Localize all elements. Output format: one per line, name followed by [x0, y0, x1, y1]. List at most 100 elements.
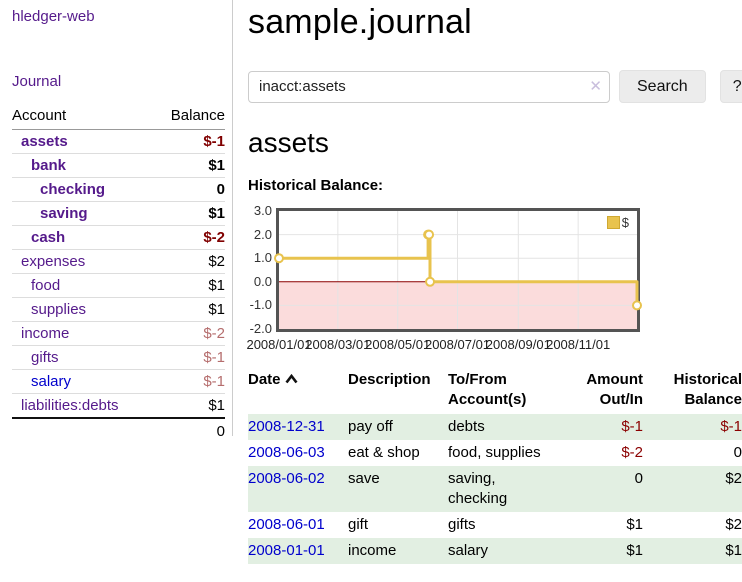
sidebar-account-liabilities-debts[interactable]: liabilities:debts — [21, 397, 119, 414]
search-button[interactable]: Search — [619, 70, 706, 103]
account-balance: $1 — [153, 297, 225, 322]
account-row: checking 0 — [12, 177, 225, 202]
sidebar-account-gifts[interactable]: gifts — [31, 349, 59, 366]
transaction-balance: $1 — [643, 538, 742, 564]
transaction-date-link[interactable]: 2008-06-01 — [248, 516, 325, 533]
search-input[interactable] — [248, 70, 610, 103]
transaction-row: 2008-06-02 save saving, checking 0 $2 — [248, 466, 742, 512]
transaction-balance: $2 — [725, 516, 742, 533]
transaction-accounts: food, supplies — [448, 444, 541, 461]
register-header-description: Description — [348, 371, 431, 388]
sidebar-account-salary[interactable]: salary — [31, 373, 72, 390]
account-balance: $-1 — [153, 129, 225, 154]
account-row: supplies $1 — [12, 297, 225, 322]
transaction-date-link[interactable]: 2008-06-02 — [248, 470, 325, 487]
register-header-balance: Historical Balance — [673, 371, 742, 408]
account-row: food $1 — [12, 273, 225, 298]
sidebar-account-supplies[interactable]: supplies — [31, 301, 87, 318]
transaction-amount: 0 — [563, 466, 643, 512]
account-balance: $2 — [153, 249, 225, 274]
account-balance: 0 — [153, 177, 225, 202]
x-tick-label: 2008/05/01 — [365, 337, 431, 352]
account-row: liabilities:debts $1 — [12, 394, 225, 419]
account-balance: $-2 — [153, 321, 225, 346]
account-balance: $-1 — [153, 345, 225, 370]
accounts-total-row: 0 — [12, 417, 225, 444]
transaction-amount: $1 — [563, 538, 643, 564]
account-row: cash $-2 — [12, 225, 225, 250]
sidebar-account-income[interactable]: income — [21, 325, 70, 342]
account-row: income $-2 — [12, 321, 225, 346]
register-header-date[interactable]: Date — [248, 370, 348, 414]
transaction-row: 2008-06-03 eat & shop food, supplies $-2 0 — [248, 440, 742, 466]
transaction-amount: $1 — [626, 516, 643, 533]
sidebar-account-saving[interactable]: saving — [40, 205, 88, 222]
y-tick-label: 3.0 — [253, 203, 272, 218]
x-tick-label: 2008/03/01 — [305, 337, 371, 352]
app-brand-link[interactable]: hledger-web — [12, 8, 95, 25]
sidebar-account-bank[interactable]: bank — [31, 157, 67, 174]
transaction-row: 2008-06-01 gift gifts $1 $2 — [248, 512, 742, 538]
chart-legend: $ — [605, 215, 630, 230]
account-balance: $1 — [208, 397, 225, 414]
sidebar-account-assets[interactable]: assets — [21, 133, 68, 150]
account-row: saving $1 — [12, 201, 225, 226]
transaction-date-link[interactable]: 2008-12-31 — [248, 418, 325, 435]
transaction-description: save — [348, 466, 448, 512]
y-tick-label: 1.0 — [253, 250, 272, 266]
transaction-row: 2008-12-31 pay off debts $-1 $-1 — [248, 414, 742, 440]
y-tick-label: -1.0 — [249, 297, 272, 313]
sidebar-account-checking[interactable]: checking — [40, 181, 106, 198]
account-balance: $1 — [153, 273, 225, 298]
register-table-body: 2008-12-31 pay off debts $-1 $-1 2008-06-03 ea… — [248, 414, 742, 564]
transaction-description: gift — [348, 516, 369, 533]
chart-plot-area[interactable]: $ — [274, 208, 642, 332]
transaction-balance: $-1 — [643, 414, 742, 440]
account-row: bank $1 — [12, 153, 225, 178]
page-title: sample.journal — [248, 3, 472, 41]
transaction-balance: 0 — [733, 444, 742, 461]
x-tick-label: 2008/09/01 — [485, 337, 551, 352]
historical-balance-chart[interactable]: 3.0 2.0 1.0 0.0 -1.0 -2.0 $ 2008/01/01 2008/03… — [246, 203, 742, 354]
sidebar-account-food[interactable]: food — [31, 277, 61, 294]
transaction-description: income — [348, 538, 448, 564]
sort-ascending-icon — [284, 370, 298, 390]
transaction-description: eat & shop — [348, 444, 420, 461]
transaction-accounts: saving, checking — [448, 466, 563, 512]
clear-search-icon[interactable]: ✕ — [589, 77, 602, 95]
accounts-header-account: Account — [12, 104, 154, 130]
register-header-amount: Amount Out/In — [586, 371, 643, 408]
x-tick-label: 2008/07/01 — [424, 337, 491, 352]
search-form: ✕ Search ? — [248, 70, 742, 103]
register-table: Date Description To/From Account(s) Amou… — [248, 370, 742, 564]
transaction-accounts: gifts — [448, 516, 476, 533]
x-tick-label: 2008/01/01 — [246, 337, 312, 352]
y-tick-label: 0.0 — [253, 273, 272, 289]
sidebar-account-expenses[interactable]: expenses — [21, 253, 86, 270]
y-tick-label: -2.0 — [249, 321, 272, 336]
help-button[interactable]: ? — [719, 70, 742, 103]
transaction-description: pay off — [348, 414, 448, 440]
accounts-table-body: assets $-1 bank $1 checking 0 saving $1 cash $-2 e… — [12, 129, 225, 419]
transaction-row: 2008-01-01 income salary $1 $1 — [248, 538, 742, 564]
transaction-balance: $2 — [643, 466, 742, 512]
transaction-amount: $-2 — [621, 444, 643, 461]
sidebar-item-journal[interactable]: Journal — [12, 73, 62, 90]
transaction-date-link[interactable]: 2008-01-01 — [248, 542, 325, 559]
chart-series-canvas — [274, 211, 642, 329]
account-row: gifts $-1 — [12, 345, 225, 370]
accounts-header-balance: Balance — [153, 104, 225, 130]
account-row: expenses $2 — [12, 249, 225, 274]
transaction-date-link[interactable]: 2008-06-03 — [248, 444, 325, 461]
account-balance: $-1 — [153, 369, 225, 394]
account-title: assets — [248, 127, 329, 158]
sidebar-account-cash[interactable]: cash — [31, 229, 66, 246]
account-balance: $-2 — [153, 225, 225, 250]
transaction-amount: $-1 — [563, 414, 643, 440]
accounts-table: Account Balance assets $-1 bank $1 checking 0… — [12, 104, 225, 444]
account-balance: $1 — [153, 153, 225, 178]
transaction-accounts: debts — [448, 414, 563, 440]
main-content: sample.journal ✕ Search ? assets Histori… — [246, 0, 742, 582]
legend-swatch-icon — [606, 216, 620, 229]
